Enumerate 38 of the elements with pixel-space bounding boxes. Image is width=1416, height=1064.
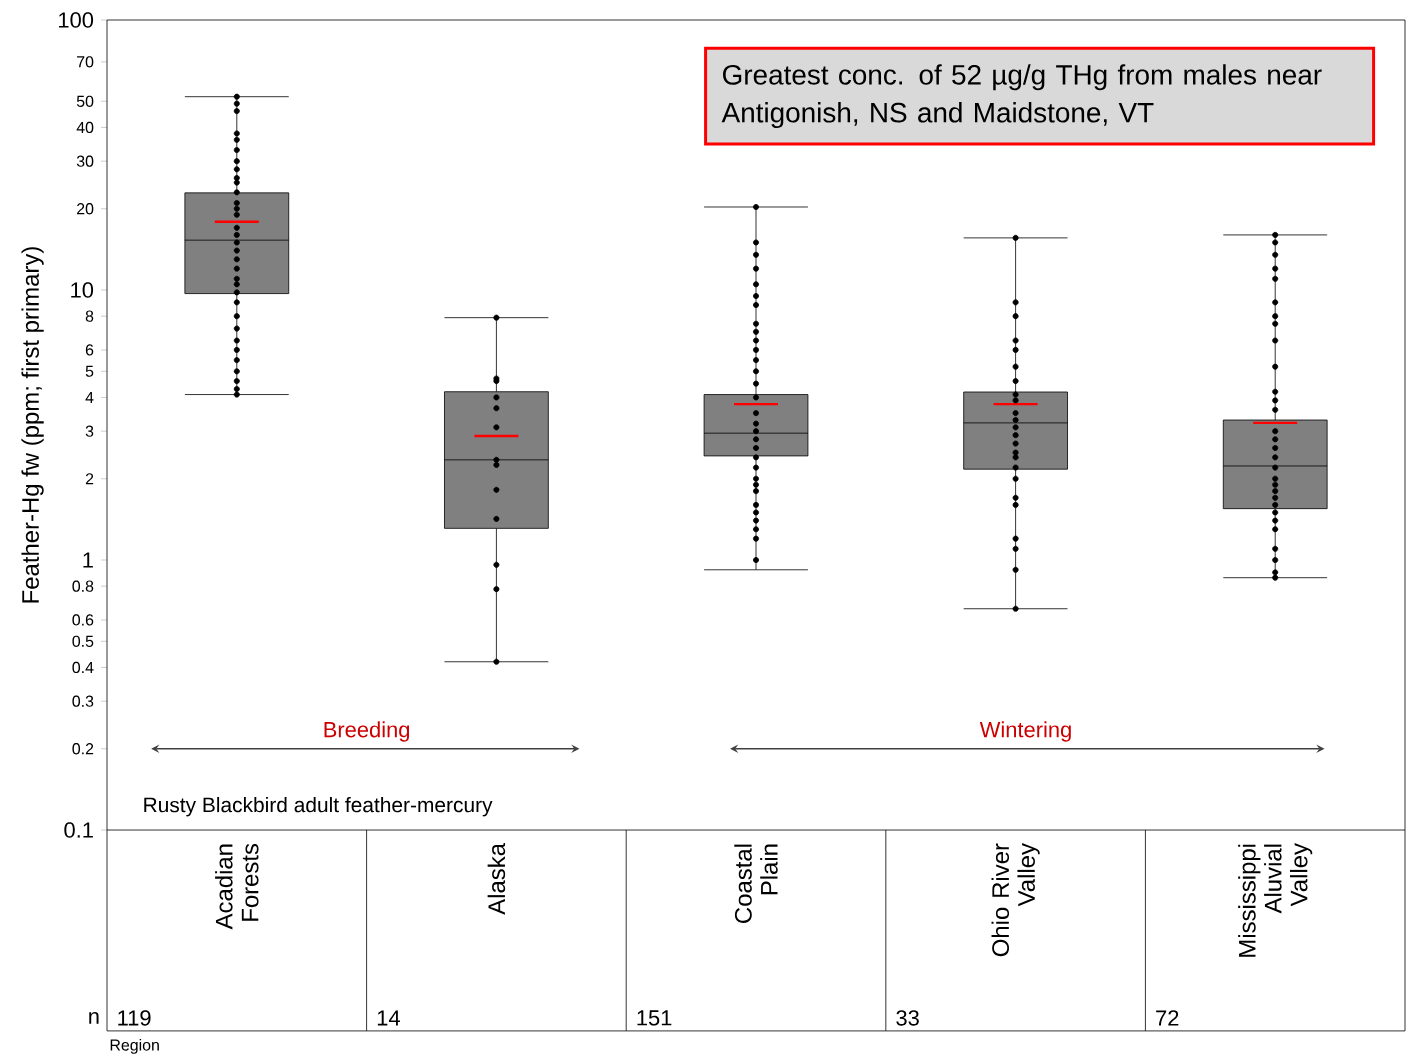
x-tick-label: Alaska xyxy=(487,843,506,915)
y-tick-label: 1 xyxy=(83,552,93,568)
text: 33 xyxy=(896,1010,919,1026)
y-tick-label: 10 xyxy=(71,282,94,298)
y-tick-label: 3 xyxy=(85,425,94,437)
y-tick-label: 100 xyxy=(59,12,94,28)
y-tick-label: 0.6 xyxy=(72,614,94,626)
x-tick-label: Mississippi Aluvial Valley xyxy=(1238,843,1313,957)
text: 72 xyxy=(1156,1010,1179,1026)
annotation: Greatest conc. of 52 µg/g THg from males near Antigonish, NS and Maidstone, VT xyxy=(721,64,1322,129)
y-tick-label: 0.4 xyxy=(72,661,94,674)
x-tick-label: Acadian Forests xyxy=(215,843,259,930)
y-tick-label: 20 xyxy=(77,203,94,215)
text: Region xyxy=(110,1038,159,1054)
text: 119 xyxy=(118,1010,151,1026)
text: 14 xyxy=(377,1010,400,1026)
y-tick-label: 40 xyxy=(76,121,94,134)
y-tick-label: 8 xyxy=(85,310,94,322)
x-tick-label: Coastal Plain xyxy=(734,844,778,923)
y-axis-title: Feather-Hg fw (ppm; first primary) xyxy=(21,247,44,603)
y-tick-label: 0.5 xyxy=(72,635,94,647)
y-tick-label: 5 xyxy=(85,365,94,377)
y-tick-label: 0.8 xyxy=(72,580,94,592)
y-tick-label: 2 xyxy=(85,473,94,485)
y-tick-label: 0.3 xyxy=(72,695,94,707)
y-tick-label: 0.1 xyxy=(64,822,93,838)
y-tick-label: 6 xyxy=(85,344,94,356)
text: 151 xyxy=(637,1010,672,1026)
y-tick-label: 4 xyxy=(85,391,94,403)
annotation: Rusty Blackbird adult feather-mercury xyxy=(144,796,493,817)
y-tick-label: 30 xyxy=(76,155,94,167)
y-tick-label: 50 xyxy=(76,95,94,107)
annotation: Wintering xyxy=(979,721,1071,742)
y-tick-label: 70 xyxy=(77,56,94,68)
annotation: Breeding xyxy=(324,721,410,742)
text: n xyxy=(89,1012,99,1024)
x-tick-label: Ohio River Valley xyxy=(991,843,1040,957)
y-tick-label: 0.2 xyxy=(72,743,94,755)
